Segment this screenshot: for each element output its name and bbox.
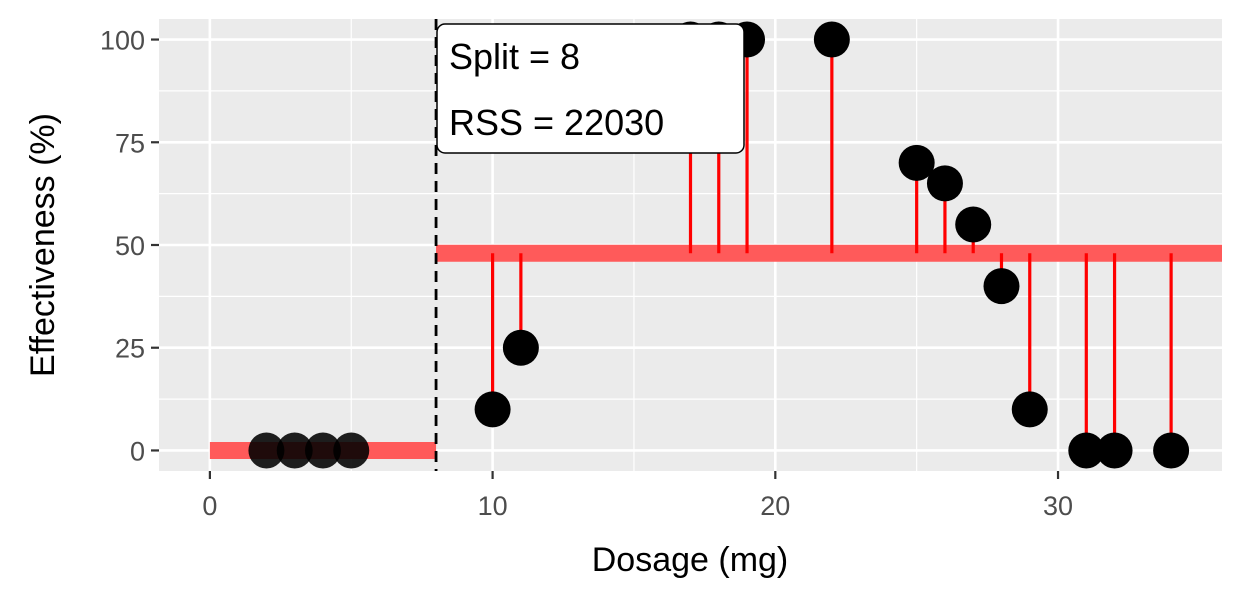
data-point xyxy=(1068,432,1105,469)
data-point xyxy=(1153,432,1190,469)
x-tick-label: 0 xyxy=(202,491,217,521)
data-point xyxy=(248,432,285,469)
y-tick-label: 25 xyxy=(115,334,145,364)
data-point xyxy=(898,144,935,181)
data-point xyxy=(276,432,313,469)
data-point xyxy=(1096,432,1133,469)
x-tick-label: 20 xyxy=(760,491,790,521)
y-tick-label: 0 xyxy=(130,436,145,466)
data-point xyxy=(983,268,1020,305)
data-point xyxy=(474,391,511,428)
data-point xyxy=(333,432,370,469)
data-point xyxy=(1011,391,1048,428)
annotation-split-text: Split = 8 xyxy=(449,36,580,77)
data-point xyxy=(304,432,341,469)
annotation-rss-text: RSS = 22030 xyxy=(449,102,664,143)
annotation-background xyxy=(436,23,745,154)
annotation-box: Split = 8 RSS = 22030 xyxy=(436,23,745,154)
y-tick-label: 75 xyxy=(115,128,145,158)
y-tick-label: 50 xyxy=(115,231,145,261)
x-tick-label: 30 xyxy=(1043,491,1073,521)
data-point xyxy=(926,165,963,202)
x-axis-title: Dosage (mg) xyxy=(592,541,789,579)
x-tick-label: 10 xyxy=(478,491,508,521)
data-point xyxy=(955,206,992,243)
x-axis-ticks: 0 10 20 30 xyxy=(202,471,1073,521)
y-axis-ticks: 0 25 50 75 100 xyxy=(100,26,159,466)
y-tick-label: 100 xyxy=(100,26,145,56)
data-point xyxy=(502,329,539,366)
y-axis-title: Effectiveness (%) xyxy=(24,113,62,377)
data-point xyxy=(813,21,850,58)
